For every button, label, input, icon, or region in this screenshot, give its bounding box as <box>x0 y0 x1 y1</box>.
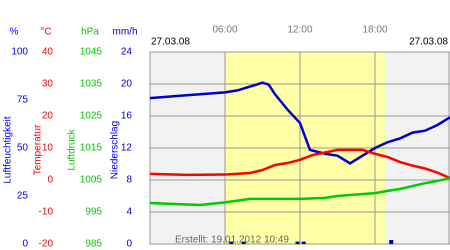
axis-unit: mm/h <box>113 27 138 38</box>
y-tick-label: 40 <box>42 47 54 58</box>
axis-unit: °C <box>40 27 51 38</box>
axis-unit: hPa <box>81 27 99 38</box>
y-tick-label: 30 <box>42 79 54 90</box>
y-tick-label: 1035 <box>80 79 103 90</box>
axis-label: Temperatur <box>33 124 44 175</box>
precip-bar <box>229 241 234 244</box>
y-tick-label: 8 <box>126 175 132 186</box>
y-tick-label: 0 <box>22 239 28 250</box>
date-right: 27.03.08 <box>409 37 448 48</box>
axis-unit: % <box>10 27 19 38</box>
y-tick-label: 75 <box>17 95 29 106</box>
y-tick-label: 0 <box>126 239 132 250</box>
axis-label: Luftfeuchtigkeit <box>3 116 14 183</box>
precip-bar <box>295 241 300 244</box>
y-tick-label: 25 <box>17 191 29 202</box>
x-tick-label: 06:00 <box>212 25 237 36</box>
y-tick-label: 995 <box>85 207 102 218</box>
y-tick-label: 985 <box>85 239 102 250</box>
y-tick-label: -10 <box>39 207 54 218</box>
x-tick-label: 12:00 <box>287 25 312 36</box>
y-tick-label: 50 <box>17 143 29 154</box>
y-tick-label: 20 <box>121 79 133 90</box>
credit: Erstellt: 19.01.2012 10:49 <box>175 235 289 246</box>
y-tick-label: 4 <box>126 207 132 218</box>
y-tick-label: 1045 <box>80 47 103 58</box>
series-line <box>149 148 450 180</box>
y-tick-label: 1005 <box>80 175 103 186</box>
y-tick-label: 16 <box>121 111 133 122</box>
date-left: 27.03.08 <box>151 37 190 48</box>
y-tick-label: 24 <box>121 47 133 58</box>
y-tick-label: -20 <box>39 239 54 250</box>
x-tick-label: 18:00 <box>362 25 387 36</box>
precip-bar <box>389 240 394 244</box>
y-tick-label: 1025 <box>80 111 103 122</box>
series-line <box>149 81 450 165</box>
y-tick-label: 12 <box>121 143 133 154</box>
y-tick-label: 20 <box>42 111 54 122</box>
precip-bar <box>241 241 246 244</box>
y-tick-label: 1015 <box>80 143 103 154</box>
axis-label: Niederschlag <box>110 121 121 179</box>
y-tick-label: 100 <box>11 47 28 58</box>
y-tick-label: 10 <box>42 143 54 154</box>
series-line <box>149 176 450 207</box>
precip-bar <box>301 241 306 244</box>
y-tick-label: 0 <box>47 175 53 186</box>
axis-label: Luftdruck <box>67 128 78 170</box>
